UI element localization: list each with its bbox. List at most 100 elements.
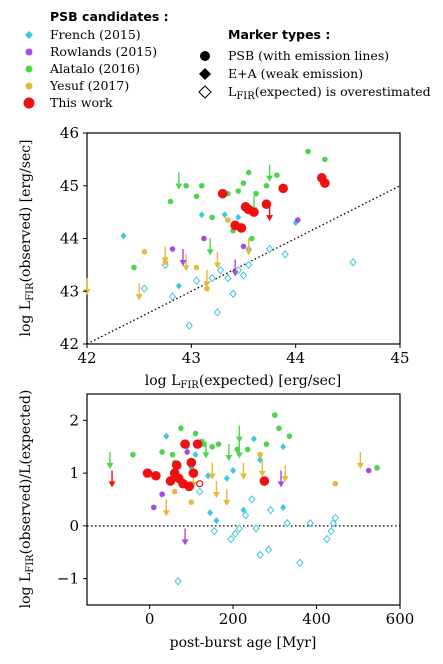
legend-marker-circle xyxy=(200,51,210,61)
top-x-tick-label: 44 xyxy=(286,349,305,367)
top-point-french xyxy=(216,265,225,275)
bottom-point-french xyxy=(266,505,275,515)
top-point-french xyxy=(221,211,228,219)
top-point-french xyxy=(198,211,205,219)
bottom-point-this_work xyxy=(171,460,182,471)
bottom-point-alatalo xyxy=(276,425,282,432)
bottom-point-rowlands xyxy=(159,491,165,498)
legend-candidates-title: PSB candidates : xyxy=(50,9,169,24)
bottom-point-alatalo xyxy=(286,433,293,440)
top-y-tick-label: 44 xyxy=(60,230,79,248)
bottom-point-alatalo xyxy=(209,443,215,450)
bottom-point-french xyxy=(210,526,218,536)
top-point-this_work xyxy=(278,183,288,194)
top-x-tick-label: 45 xyxy=(390,349,409,367)
legend-label-alatalo: Alatalo (2016) xyxy=(49,61,140,76)
bottom-point-this_work xyxy=(192,439,203,449)
bottom-upper-limit-arrow-alatalo xyxy=(202,452,210,459)
top-point-this_work xyxy=(236,223,247,233)
top-point-alatalo xyxy=(322,156,328,163)
top-point-french xyxy=(192,276,201,285)
bottom-point-french xyxy=(252,524,260,533)
bottom-point-french xyxy=(283,518,291,528)
top-point-this_work xyxy=(249,207,259,217)
bottom-y-tick-label: 2 xyxy=(69,411,79,429)
bottom-point-french xyxy=(256,550,264,560)
top-dotted-line xyxy=(86,185,401,345)
legend-marker-rowlands xyxy=(25,48,33,56)
legend-marker-title: Marker types : xyxy=(228,27,330,42)
top-point-french xyxy=(175,282,182,290)
bottom-point-this_work xyxy=(180,439,190,449)
bottom-point-french xyxy=(231,529,239,539)
bottom-y-axis-label: log LFIR(observed)/L(expected) xyxy=(18,390,36,609)
bottom-point-french xyxy=(296,558,304,568)
top-point-french xyxy=(281,250,289,259)
bottom-point-french xyxy=(250,435,257,443)
top-y-tick-label: 46 xyxy=(60,124,79,142)
top-point-french xyxy=(168,292,177,301)
bottom-x-tick-label: 0 xyxy=(145,610,155,628)
bottom-upper-limit-arrow-alatalo xyxy=(235,436,243,443)
bottom-point-this_work xyxy=(188,468,199,478)
bottom-point-alatalo xyxy=(215,441,222,447)
bottom-y-tick-label: 0 xyxy=(69,517,79,535)
bottom-upper-limit-arrow-rowlands xyxy=(277,481,285,488)
top-data-marks xyxy=(83,148,357,330)
top-point-alatalo xyxy=(183,182,189,189)
top-plot-frame xyxy=(86,132,401,345)
bottom-point-french xyxy=(306,518,314,528)
top-upper-limit-arrow-alatalo xyxy=(266,175,274,182)
bottom-point-this_work xyxy=(196,480,204,488)
bottom-point-alatalo xyxy=(272,412,278,418)
bottom-point-alatalo xyxy=(374,465,380,471)
bottom-upper-limit-arrow-rowlands xyxy=(181,539,189,546)
bottom-upper-limit-arrow-yesuf xyxy=(212,491,220,498)
top-point-alatalo xyxy=(209,214,215,221)
bottom-upper-limit-arrow-this_work xyxy=(108,481,116,488)
top-x-axis-label: log LFIR(expected) [erg/sec] xyxy=(145,373,341,391)
top-upper-limit-arrow-yesuf xyxy=(182,265,190,272)
top-upper-limit-arrow-yesuf xyxy=(213,262,221,269)
top-ticks: 42 43 44 45 42 43 44 45 46 xyxy=(60,124,410,367)
top-upper-limit-arrow-rowlands xyxy=(179,259,187,266)
legend-label-yesuf: Yesuf (2017) xyxy=(49,78,129,93)
top-point-yesuf xyxy=(204,285,210,292)
bottom-point-yesuf xyxy=(332,480,339,487)
top-point-french xyxy=(265,244,274,254)
top-y-tick-label: 42 xyxy=(60,335,79,353)
top-point-alatalo xyxy=(263,182,270,189)
bottom-point-french xyxy=(223,474,230,482)
bottom-point-this_work xyxy=(184,481,195,492)
top-point-french xyxy=(349,257,357,267)
top-point-alatalo xyxy=(167,198,174,205)
bottom-point-rowlands xyxy=(150,504,157,511)
top-point-this_work xyxy=(261,199,272,210)
bottom-point-french xyxy=(163,432,170,440)
bottom-point-french xyxy=(241,511,250,520)
top-point-alatalo xyxy=(235,188,242,194)
bottom-point-rowlands xyxy=(184,449,190,455)
top-point-french xyxy=(213,308,222,317)
top-x-tick-label: 42 xyxy=(77,349,96,367)
bottom-x-axis-label: post-burst age [Myr] xyxy=(170,635,317,651)
bottom-ticks: 0 200 400 600 −1 0 1 2 xyxy=(57,411,414,628)
top-y-axis-label: log LFIR(observed) [erg/sec] xyxy=(18,139,36,336)
top-upper-limit-arrow-rowlands xyxy=(231,270,239,277)
top-upper-limit-arrow-alatalo xyxy=(206,249,214,256)
bottom-point-french xyxy=(196,487,204,496)
top-point-french xyxy=(185,321,193,330)
top-point-alatalo xyxy=(131,264,137,271)
top-x-tick-label: 43 xyxy=(182,349,201,367)
bottom-point-alatalo xyxy=(244,446,251,453)
bottom-upper-limit-arrow-yesuf xyxy=(281,476,289,483)
top-point-rowlands xyxy=(294,217,301,223)
bottom-point-yesuf xyxy=(188,499,195,505)
bottom-point-alatalo xyxy=(130,451,136,458)
bottom-point-french xyxy=(213,517,220,525)
top-point-alatalo xyxy=(305,148,311,155)
bottom-data-marks xyxy=(106,412,380,586)
top-point-this_work xyxy=(320,178,330,188)
top-point-french xyxy=(229,289,237,299)
legend-marker-french xyxy=(25,31,33,39)
